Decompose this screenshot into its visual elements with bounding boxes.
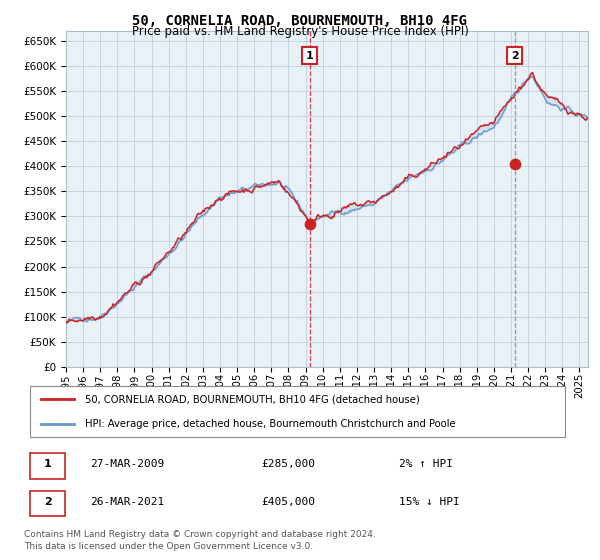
Text: This data is licensed under the Open Government Licence v3.0.: This data is licensed under the Open Gov… (24, 542, 313, 551)
Text: Price paid vs. HM Land Registry's House Price Index (HPI): Price paid vs. HM Land Registry's House … (131, 25, 469, 38)
Point (305, 220, 314, 228)
FancyBboxPatch shape (29, 454, 65, 479)
Text: 1: 1 (305, 51, 313, 61)
Text: 2: 2 (44, 497, 52, 507)
FancyBboxPatch shape (29, 491, 65, 516)
Text: HPI: Average price, detached house, Bournemouth Christchurch and Poole: HPI: Average price, detached house, Bour… (85, 419, 455, 429)
FancyBboxPatch shape (29, 386, 565, 437)
Text: 2% ↑ HPI: 2% ↑ HPI (400, 459, 454, 469)
Text: £285,000: £285,000 (262, 459, 316, 469)
Text: 1: 1 (44, 459, 52, 469)
Text: 27-MAR-2009: 27-MAR-2009 (90, 459, 164, 469)
Text: Contains HM Land Registry data © Crown copyright and database right 2024.: Contains HM Land Registry data © Crown c… (24, 530, 376, 539)
Text: 2: 2 (511, 51, 519, 61)
Text: 26-MAR-2021: 26-MAR-2021 (90, 497, 164, 507)
Text: £405,000: £405,000 (262, 497, 316, 507)
Text: 50, CORNELIA ROAD, BOURNEMOUTH, BH10 4FG (detached house): 50, CORNELIA ROAD, BOURNEMOUTH, BH10 4FG… (85, 394, 419, 404)
Point (510, 159, 520, 168)
Text: 50, CORNELIA ROAD, BOURNEMOUTH, BH10 4FG: 50, CORNELIA ROAD, BOURNEMOUTH, BH10 4FG (133, 14, 467, 28)
Text: 15% ↓ HPI: 15% ↓ HPI (400, 497, 460, 507)
